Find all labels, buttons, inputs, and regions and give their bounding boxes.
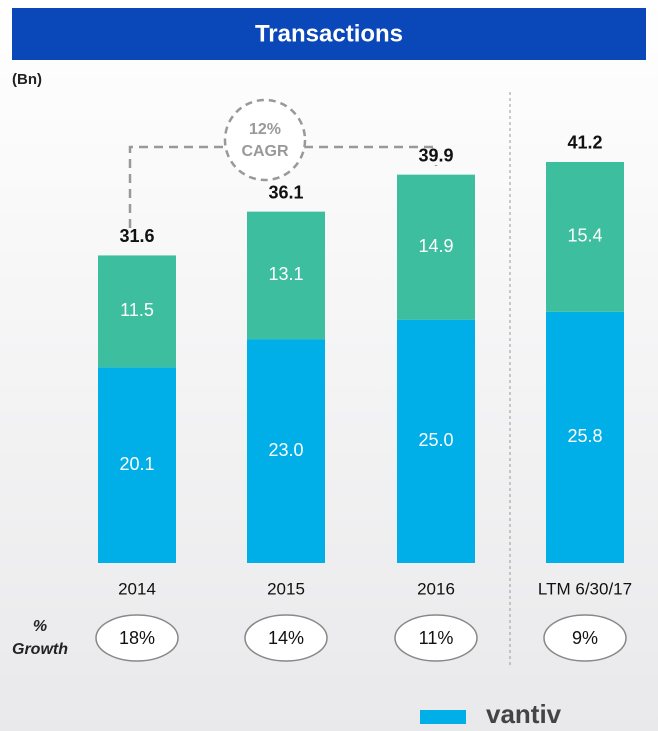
growth-label: 18% — [119, 628, 155, 648]
growth-label: 9% — [572, 628, 598, 648]
cagr-text: CAGR — [241, 143, 289, 160]
title-banner — [12, 8, 646, 60]
growth-ellipse — [543, 614, 627, 662]
total-label: 41.2 — [567, 133, 602, 153]
chart-title: Transactions — [255, 20, 403, 47]
bar-segment — [98, 367, 176, 563]
cagr-value: 12% — [249, 121, 281, 138]
x-tick-label: LTM 6/30/17 — [538, 579, 632, 598]
growth-label: 11% — [419, 628, 454, 648]
total-label: 39.9 — [418, 145, 453, 165]
x-tick-label: 2015 — [267, 579, 305, 598]
growth-title: % — [33, 618, 47, 635]
growth-ellipse — [95, 614, 179, 662]
value-label: 15.4 — [567, 226, 602, 246]
value-label: 14.9 — [418, 236, 453, 256]
cagr-circle — [223, 98, 307, 182]
x-tick-label: 2014 — [118, 579, 156, 598]
bar-segment — [397, 174, 475, 320]
value-label: 13.1 — [268, 264, 303, 284]
bar-segment — [546, 161, 624, 312]
growth-ellipse — [394, 614, 478, 662]
total-label: 31.6 — [119, 226, 154, 246]
value-label: 11.5 — [120, 300, 154, 320]
bar-segment — [98, 255, 176, 368]
bar-segment — [247, 211, 325, 340]
value-label: 20.1 — [119, 454, 154, 474]
bar-segment — [546, 311, 624, 563]
bar-segment — [247, 339, 325, 563]
value-label: 25.0 — [418, 430, 453, 450]
x-tick-label: 2016 — [417, 579, 455, 598]
logo-mark — [420, 710, 466, 724]
unit-label: (Bn) — [12, 71, 42, 88]
value-label: 23.0 — [268, 440, 303, 460]
logo: vantiv — [486, 699, 562, 729]
bar-segment — [397, 319, 475, 563]
growth-label: 14% — [268, 628, 304, 648]
value-label: 25.8 — [567, 426, 602, 446]
total-label: 36.1 — [268, 182, 303, 202]
growth-ellipse — [244, 614, 328, 662]
growth-title: Growth — [12, 641, 68, 658]
